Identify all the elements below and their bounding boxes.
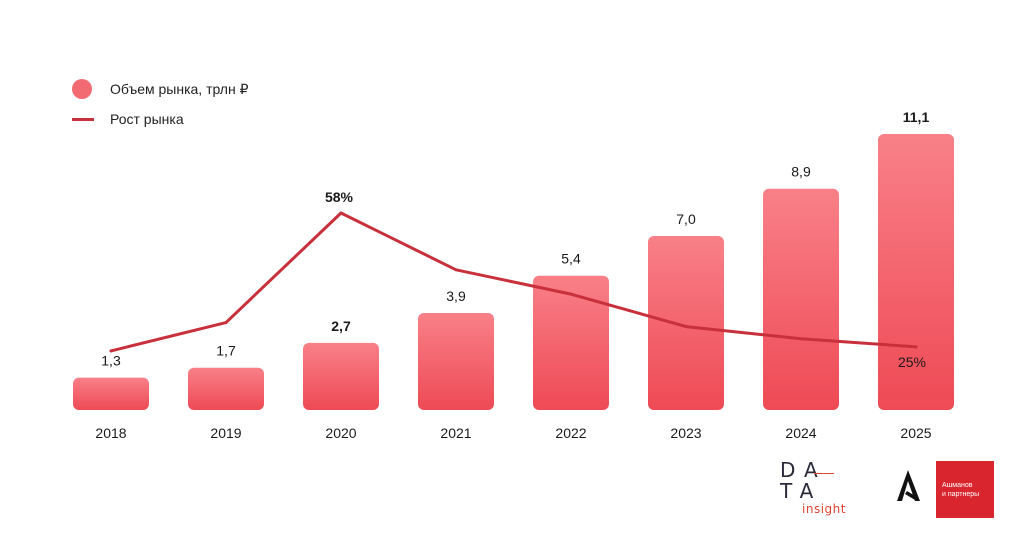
bar-value-label-2018: 1,3 bbox=[101, 353, 121, 369]
bar-2024 bbox=[763, 188, 839, 410]
legend-item-growth: Рост рынка bbox=[72, 104, 249, 134]
x-tick-label-2020: 2020 bbox=[325, 425, 356, 441]
line-swatch-icon bbox=[72, 117, 94, 121]
bar-value-label-2021: 3,9 bbox=[446, 288, 466, 304]
x-tick-label-2024: 2024 bbox=[785, 425, 816, 441]
growth-point-2019 bbox=[224, 321, 228, 325]
bar-value-label-2019: 1,7 bbox=[216, 343, 236, 359]
growth-line bbox=[109, 211, 918, 353]
growth-point-2024 bbox=[799, 337, 803, 341]
x-tick-label-2019: 2019 bbox=[210, 425, 241, 441]
bar-2019 bbox=[188, 367, 264, 410]
bar-2023 bbox=[648, 235, 724, 410]
legend-label-volume: Объем рынка, трлн ₽ bbox=[110, 80, 249, 97]
bar-value-label-2024: 8,9 bbox=[791, 164, 811, 180]
bar-value-label-2025: 11,1 bbox=[903, 109, 930, 125]
bar-value-label-2022: 5,4 bbox=[561, 251, 581, 267]
growth-point-2025 bbox=[914, 345, 918, 349]
legend-label-growth: Рост рынка bbox=[110, 111, 184, 127]
bar-2021 bbox=[418, 313, 494, 410]
bar-2018 bbox=[73, 377, 149, 410]
x-tick-label-2023: 2023 bbox=[670, 425, 701, 441]
growth-point-2022 bbox=[569, 292, 573, 296]
x-tick-label-2021: 2021 bbox=[440, 425, 471, 441]
growth-point-2021 bbox=[454, 268, 458, 272]
growth-point-2023 bbox=[684, 325, 688, 329]
bar-2022 bbox=[533, 275, 609, 410]
bar-2025 bbox=[878, 134, 954, 410]
bar-swatch-icon bbox=[72, 79, 92, 99]
legend: Объем рынка, трлн ₽ Рост рынка bbox=[72, 74, 249, 134]
bar-2020 bbox=[303, 342, 379, 410]
growth-point-2020 bbox=[339, 211, 343, 215]
x-tick-label-2025: 2025 bbox=[900, 425, 931, 441]
legend-item-volume: Объем рынка, трлн ₽ bbox=[72, 74, 249, 104]
bar-value-label-2020: 2,7 bbox=[331, 318, 351, 334]
growth-label-2025: 25% bbox=[898, 354, 926, 370]
growth-label-2020: 58% bbox=[325, 189, 354, 205]
x-tick-label-2018: 2018 bbox=[95, 425, 126, 441]
x-tick-label-2022: 2022 bbox=[555, 425, 586, 441]
growth-point-2018 bbox=[109, 349, 113, 353]
bar-value-label-2023: 7,0 bbox=[676, 211, 696, 227]
